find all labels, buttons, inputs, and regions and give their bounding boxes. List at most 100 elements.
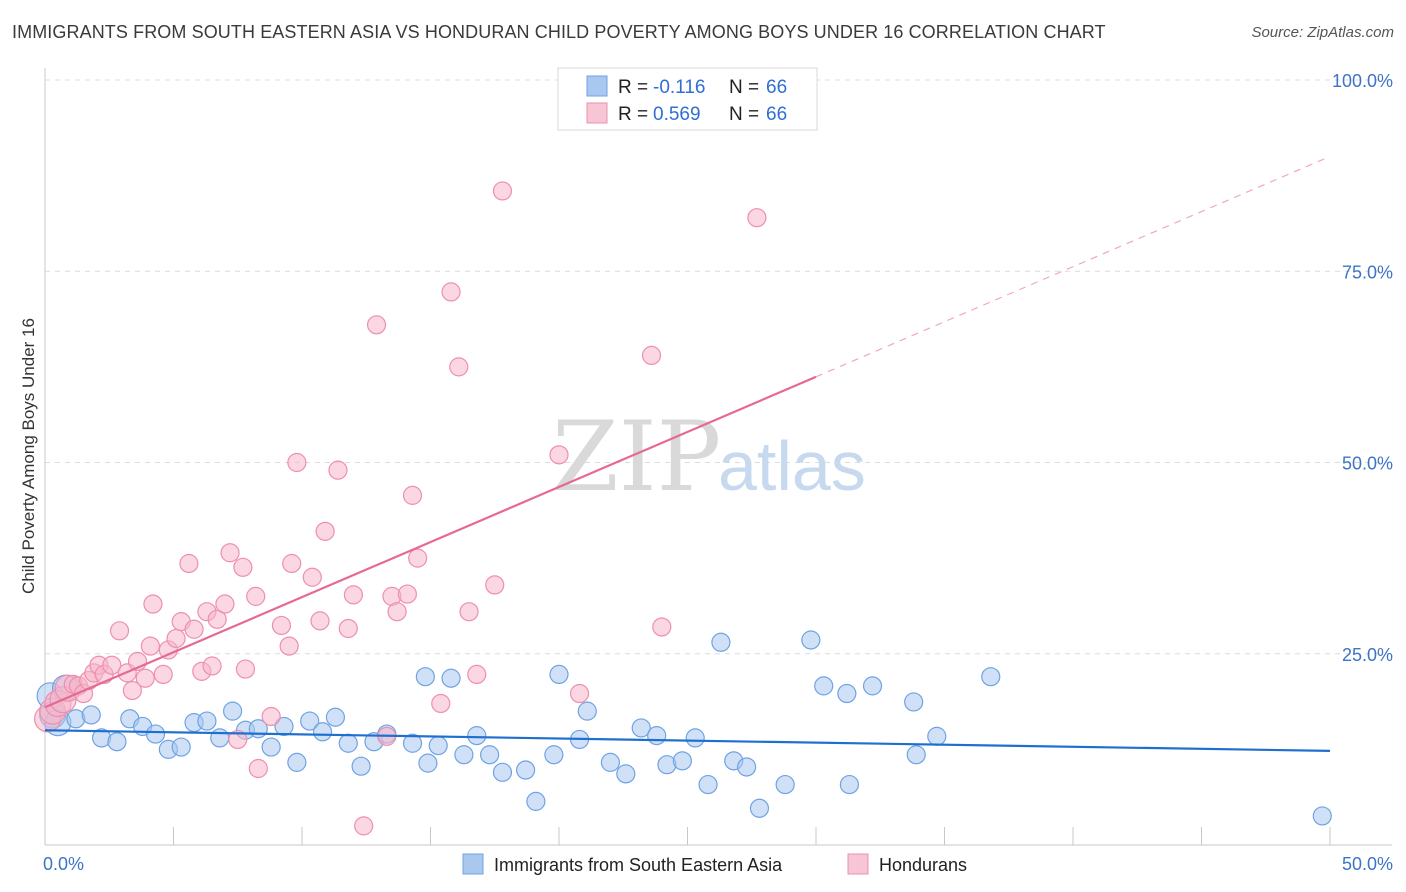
point-asia-10: [145, 724, 166, 744]
series-legend-swatch-blue: [462, 853, 484, 875]
legend-swatch-pink: [586, 102, 608, 124]
point-honduran-56: [431, 693, 451, 714]
point-honduran-58: [449, 357, 469, 377]
point-asia-39: [526, 791, 546, 811]
point-asia-40: [544, 745, 564, 765]
point-honduran-36: [248, 758, 268, 779]
point-honduran-66: [652, 617, 672, 637]
point-asia-44: [600, 752, 621, 772]
point-honduran-65: [641, 345, 662, 365]
point-honduran-63: [549, 445, 569, 465]
point-honduran-48: [354, 816, 374, 836]
point-asia-55: [749, 798, 770, 818]
y-tick-label-25: 25.0%: [1342, 645, 1393, 665]
point-asia-57: [801, 630, 821, 650]
point-honduran-60: [467, 664, 487, 685]
point-honduran-64: [569, 683, 590, 704]
x-tick-label-max: 50.0%: [1342, 854, 1393, 874]
point-honduran-59: [459, 602, 479, 622]
gridlines: [45, 79, 1392, 655]
point-asia-56: [775, 774, 795, 795]
chart-title: IMMIGRANTS FROM SOUTH EASTERN ASIA VS HO…: [12, 22, 1106, 42]
point-honduran-38: [271, 615, 292, 636]
point-asia-14: [197, 711, 217, 731]
trend-line-honduran: [44, 375, 817, 709]
y-axis-label: Child Poverty Among Boys Under 16: [19, 318, 38, 594]
point-honduran-17: [135, 668, 155, 688]
series-legend-label-2: Hondurans: [879, 855, 967, 875]
point-honduran-19: [143, 594, 163, 614]
trend-line-honduran-extension: [815, 155, 1331, 378]
point-honduran-37: [261, 706, 281, 727]
point-asia-35: [467, 726, 487, 746]
point-asia-59: [837, 683, 857, 704]
point-asia-29: [402, 733, 423, 753]
point-asia-24: [325, 707, 346, 727]
point-honduran-24: [179, 553, 199, 574]
point-honduran-49: [366, 315, 387, 335]
point-honduran-20: [153, 664, 173, 685]
point-asia-66: [1312, 806, 1332, 826]
point-honduran-30: [215, 594, 235, 614]
x-tick-label-min: 0.0%: [43, 854, 84, 874]
point-asia-62: [904, 692, 924, 712]
point-honduran-18: [140, 636, 160, 656]
legend-swatch-blue: [586, 75, 608, 97]
trend-lines: [44, 155, 1331, 753]
legend-n-value-2: 66: [766, 104, 787, 125]
point-honduran-57: [441, 282, 461, 302]
legend-n-label-1: N =: [729, 77, 759, 98]
watermark-zip: ZIP: [552, 401, 721, 513]
point-asia-19: [261, 737, 281, 757]
point-asia-21: [287, 752, 307, 772]
series-legend-swatch-pink: [847, 853, 869, 875]
legend-r-value-1: -0.116: [653, 77, 705, 98]
point-asia-54: [737, 757, 757, 777]
point-honduran-34: [235, 659, 256, 679]
point-honduran-13: [109, 621, 130, 641]
point-honduran-29: [207, 609, 227, 629]
point-asia-30: [415, 667, 435, 687]
point-asia-49: [672, 751, 692, 771]
point-honduran-22: [166, 628, 186, 649]
point-asia-15: [210, 728, 230, 748]
point-asia-31: [418, 753, 438, 773]
point-honduran-15: [122, 680, 142, 701]
chart-source: Source: ZipAtlas.com: [1251, 24, 1394, 41]
point-honduran-39: [279, 636, 299, 656]
point-honduran-43: [310, 611, 330, 631]
data-points: [33, 181, 1332, 836]
point-honduran-53: [397, 584, 417, 604]
point-honduran-32: [228, 729, 248, 750]
point-asia-12: [171, 737, 191, 757]
point-honduran-67: [747, 208, 767, 228]
point-asia-61: [862, 676, 883, 696]
point-asia-5: [81, 705, 101, 725]
legend-n-value-1: 66: [766, 77, 787, 98]
point-asia-41: [549, 664, 569, 685]
point-asia-63: [906, 745, 926, 765]
point-asia-47: [647, 726, 667, 746]
point-asia-50: [685, 728, 705, 748]
tick-labels: 25.0% 50.0% 75.0% 100.0% 0.0% 50.0%: [43, 71, 1393, 874]
legend-r-value-2: 0.569: [653, 104, 701, 125]
point-asia-51: [698, 774, 718, 795]
legend-r-label-2: R =: [618, 104, 648, 125]
point-honduran-33: [233, 557, 253, 577]
point-honduran-62: [492, 181, 513, 201]
point-asia-46: [631, 718, 651, 738]
watermark: ZIP atlas: [552, 401, 866, 513]
point-honduran-28: [202, 656, 222, 676]
point-honduran-61: [485, 575, 505, 595]
point-asia-34: [454, 745, 474, 765]
point-asia-38: [515, 760, 536, 780]
point-asia-25: [338, 733, 358, 753]
point-asia-36: [480, 745, 500, 765]
point-asia-26: [351, 756, 371, 776]
point-honduran-35: [246, 586, 266, 606]
series-legend: Immigrants from South Eastern Asia Hondu…: [462, 853, 967, 875]
trend-line-asia: [44, 729, 1331, 753]
point-honduran-31: [220, 543, 240, 563]
legend-n-label-2: N =: [729, 104, 759, 125]
legend-r-label-1: R =: [618, 77, 648, 98]
